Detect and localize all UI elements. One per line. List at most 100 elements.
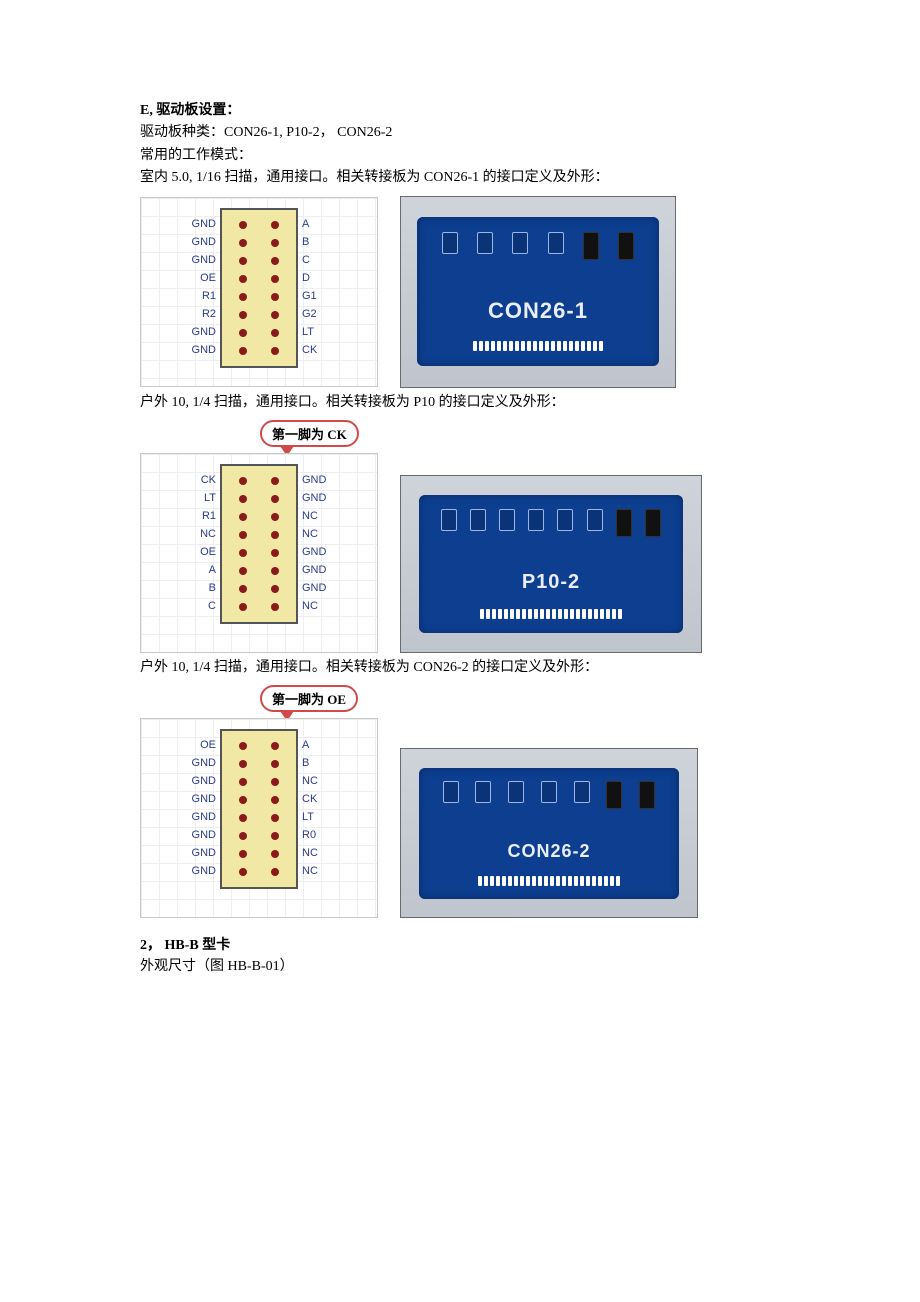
pin-label-left: GND — [192, 793, 216, 805]
board-port — [639, 781, 655, 809]
pin-dot — [271, 868, 279, 876]
board-port — [541, 781, 557, 803]
pin-label-right: NC — [302, 600, 318, 612]
pin-dot — [271, 311, 279, 319]
board-port — [616, 509, 632, 537]
body-line-2: 常用的工作模式： — [140, 145, 780, 167]
pin-label-left: C — [208, 600, 216, 612]
board-pin-header — [419, 876, 679, 886]
board-label: P10-2 — [419, 571, 683, 594]
pin-dot — [239, 742, 247, 750]
pin-label-left: GND — [192, 775, 216, 787]
body-line-3: 室内 5.0, 1/16 扫描，通用接口。相关转接板为 CON26-1 的接口定… — [140, 167, 780, 189]
board-port — [606, 781, 622, 809]
board-port — [477, 232, 493, 254]
heading-2-hb-b: 2， HB-B 型卡 — [140, 934, 780, 954]
body-line-6: 外观尺寸（图 HB-B-01） — [140, 956, 780, 978]
pin-label-right: G1 — [302, 290, 317, 302]
figure-row-p10-2: 第一脚为 CK CKGNDLTGNDR1NCNCNCOEGNDAGNDBGNDC… — [140, 420, 780, 653]
board-port — [512, 232, 528, 254]
board-port — [548, 232, 564, 254]
pin-dot — [239, 347, 247, 355]
pin-dot — [239, 814, 247, 822]
board-port — [470, 509, 486, 531]
pin-label-left: B — [209, 582, 216, 594]
board-photo-con26-1: CON26-1 — [400, 196, 676, 388]
board-port — [499, 509, 515, 531]
board-ports — [434, 781, 663, 809]
pin-label-right: C — [302, 254, 310, 266]
board-photo-con26-2: CON26-2 — [400, 748, 698, 918]
pin-dot — [271, 549, 279, 557]
pin-dot — [271, 275, 279, 283]
pin-label-right: GND — [302, 474, 326, 486]
pin-label-right: NC — [302, 847, 318, 859]
pin-dot — [239, 778, 247, 786]
board-photo-p10-2: P10-2 — [400, 475, 702, 653]
body-line-1: 驱动板种类：CON26-1, P10-2， CON26-2 — [140, 122, 780, 144]
pin-dot — [239, 585, 247, 593]
pin-label-left: GND — [192, 757, 216, 769]
pin-label-left: GND — [192, 847, 216, 859]
board-label: CON26-1 — [417, 298, 658, 324]
board-ports — [432, 232, 644, 260]
pin-dot — [271, 850, 279, 858]
pin-label-left: R2 — [202, 308, 216, 320]
pin-label-right: B — [302, 757, 309, 769]
pin-dot — [239, 603, 247, 611]
pin-dot — [271, 221, 279, 229]
pcb-board: CON26-2 — [419, 768, 679, 899]
pin-dot — [271, 347, 279, 355]
pin-dot — [239, 796, 247, 804]
pin-label-left: GND — [192, 218, 216, 230]
pin-label-left: R1 — [202, 510, 216, 522]
board-port — [587, 509, 603, 531]
board-pin-header — [417, 341, 658, 351]
pin-label-right: B — [302, 236, 309, 248]
heading-e: E, 驱动板设置： — [140, 100, 780, 122]
board-pin-header — [419, 609, 683, 619]
board-port — [557, 509, 573, 531]
pin-dot — [271, 531, 279, 539]
pin-label-right: GND — [302, 564, 326, 576]
pin-label-left: OE — [200, 272, 216, 284]
pin-label-left: GND — [192, 326, 216, 338]
pin-label-left: OE — [200, 739, 216, 751]
pin-label-right: D — [302, 272, 310, 284]
pin-chip: OEAGNDBGNDNCGNDCKGNDLTGNDR0GNDNCGNDNC — [220, 729, 298, 889]
board-port — [583, 232, 599, 260]
board-label: CON26-2 — [419, 841, 679, 862]
pin-dot — [239, 293, 247, 301]
pin-diagram-con26-1: GNDAGNDBGNDCOEDR1G1R2G2GNDLTGNDCK — [140, 197, 378, 387]
callout-ck: 第一脚为 CK — [260, 420, 359, 447]
pin-dot — [271, 567, 279, 575]
pin-label-left: GND — [192, 344, 216, 356]
pin-label-left: R1 — [202, 290, 216, 302]
pin-dot — [239, 239, 247, 247]
pin-label-right: G2 — [302, 308, 317, 320]
pin-dot — [271, 796, 279, 804]
figure-row-con26-1: GNDAGNDBGNDCOEDR1G1R2G2GNDLTGNDCK CON26-… — [140, 196, 780, 388]
pin-chip: CKGNDLTGNDR1NCNCNCOEGNDAGNDBGNDCNC — [220, 464, 298, 624]
board-port — [528, 509, 544, 531]
pin-label-left: NC — [200, 528, 216, 540]
pin-dot — [271, 585, 279, 593]
pin-dot — [239, 257, 247, 265]
pin-dot — [271, 329, 279, 337]
pin-diagram-con26-2: 第一脚为 OE OEAGNDBGNDNCGNDCKGNDLTGNDR0GNDNC… — [140, 685, 378, 918]
pin-label-right: CK — [302, 344, 317, 356]
pin-label-left: GND — [192, 811, 216, 823]
pin-label-left: GND — [192, 865, 216, 877]
pin-label-right: A — [302, 218, 309, 230]
pin-diagram-p10: 第一脚为 CK CKGNDLTGNDR1NCNCNCOEGNDAGNDBGNDC… — [140, 420, 378, 653]
pin-dot — [239, 549, 247, 557]
pin-dot — [239, 832, 247, 840]
pin-dot — [271, 239, 279, 247]
board-port — [442, 232, 458, 254]
pin-label-right: NC — [302, 510, 318, 522]
pin-label-left: CK — [201, 474, 216, 486]
pin-label-right: GND — [302, 582, 326, 594]
pin-label-left: LT — [204, 492, 216, 504]
pcb-board: CON26-1 — [417, 217, 658, 365]
board-port — [645, 509, 661, 537]
